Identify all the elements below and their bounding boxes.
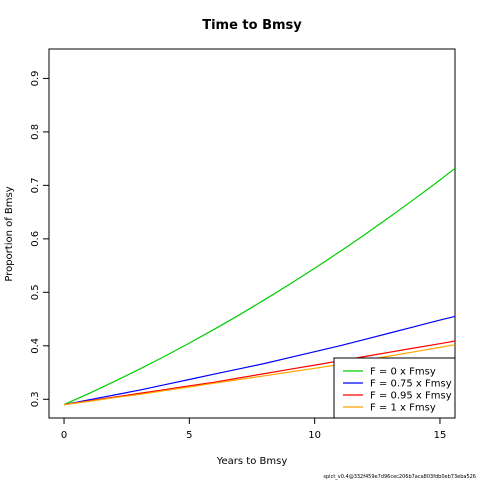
legend-label-3: F = 1 x Fmsy — [370, 403, 436, 414]
version-footnote: spict_v0.4@332f459e7d96cec206b7aca803fdb… — [323, 474, 476, 480]
y-tick-label: 0.5 — [30, 284, 41, 300]
y-tick-label: 0.3 — [30, 391, 41, 407]
y-tick-label: 0.6 — [30, 231, 41, 247]
series-line-1 — [63, 315, 455, 406]
series-lines — [63, 167, 455, 406]
x-axis: 0 5 10 15 — [61, 417, 447, 441]
y-axis-label: Proportion of Bmsy — [4, 186, 15, 281]
legend-label-0: F = 0 x Fmsy — [370, 367, 436, 378]
x-tick-label: 10 — [308, 430, 321, 441]
series-line-2 — [63, 340, 455, 406]
y-tick-label: 0.4 — [30, 338, 41, 354]
legend-box — [333, 357, 456, 419]
series-line-3 — [63, 344, 455, 406]
x-tick-label: 0 — [61, 430, 67, 441]
legend-label-1: F = 0.75 x Fmsy — [370, 379, 452, 390]
series-line-0 — [63, 167, 455, 406]
y-axis: 0.3 0.4 0.5 0.6 0.7 0.8 0.9 — [30, 70, 50, 407]
y-tick-label: 0.8 — [30, 124, 41, 140]
chart-title: Time to Bmsy — [202, 18, 302, 33]
x-tick-label: 15 — [434, 430, 447, 441]
x-axis-label: Years to Bmsy — [216, 456, 288, 467]
y-tick-label: 0.7 — [30, 177, 41, 193]
y-tick-label: 0.9 — [30, 70, 41, 86]
x-tick-label: 5 — [186, 430, 192, 441]
legend-label-2: F = 0.95 x Fmsy — [370, 391, 452, 402]
